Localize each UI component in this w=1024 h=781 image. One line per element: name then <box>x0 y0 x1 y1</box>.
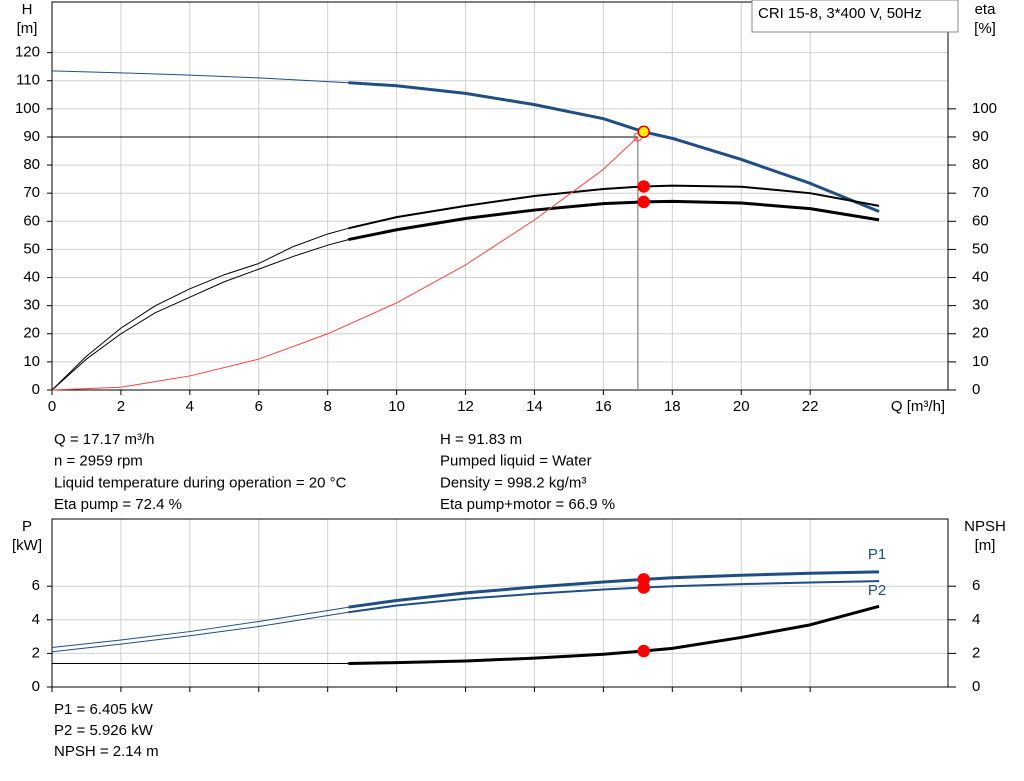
operating-point <box>637 125 650 139</box>
y2-tick-label: 70 <box>972 184 989 201</box>
curve <box>348 580 880 614</box>
y-tick-label: 40 <box>23 269 40 286</box>
y2-axis-label: [m] <box>975 537 996 554</box>
y2-tick-label: 100 <box>972 100 997 117</box>
curve <box>51 611 349 653</box>
operating-point <box>637 180 650 193</box>
curve <box>51 70 349 84</box>
x-tick-label: 8 <box>324 398 332 415</box>
y2-tick-label: 6 <box>972 577 980 594</box>
y-tick-label: 80 <box>23 156 40 173</box>
readout: H = 91.83 m <box>440 431 522 448</box>
y2-tick-label: 10 <box>972 353 989 370</box>
y-tick-label: 90 <box>23 128 40 145</box>
x-tick-label: 18 <box>664 398 681 415</box>
y-axis-label: [m] <box>17 20 38 37</box>
x-tick-label: 20 <box>733 398 750 415</box>
x-axis-label: Q [m³/h] <box>891 398 945 415</box>
x-tick-label: 0 <box>48 398 56 415</box>
y2-tick-label: 40 <box>972 269 989 286</box>
y-tick-label: 50 <box>23 240 40 257</box>
readout: Eta pump+motor = 66.9 % <box>440 496 615 513</box>
readout: Density = 998.2 kg/m³ <box>440 474 586 491</box>
curve <box>348 184 880 230</box>
series-label: P1 <box>868 546 886 563</box>
readout: NPSH = 2.14 m <box>54 743 159 760</box>
readout: Eta pump = 72.4 % <box>54 496 182 513</box>
y-tick-label: 20 <box>23 325 40 342</box>
y2-tick-label: 20 <box>972 325 989 342</box>
x-tick-label: 14 <box>526 398 543 415</box>
chart-title: CRI 15-8, 3*400 V, 50Hz <box>758 5 922 22</box>
curve <box>348 604 880 665</box>
y2-tick-label: 30 <box>972 297 989 314</box>
curve <box>51 239 349 391</box>
y-tick-label: 70 <box>23 184 40 201</box>
curve <box>348 570 880 609</box>
curve <box>348 81 880 213</box>
y2-axis-label: NPSH <box>964 518 1006 535</box>
readout: n = 2959 rpm <box>54 453 143 470</box>
y-tick-label: 110 <box>16 72 40 89</box>
y2-axis-label: eta <box>975 1 997 18</box>
readout: Liquid temperature during operation = 20… <box>54 474 347 491</box>
y2-tick-label: 60 <box>972 212 989 229</box>
x-tick-label: 12 <box>457 398 474 415</box>
y-tick-label: 30 <box>23 297 40 314</box>
y-axis-label: [kW] <box>12 537 42 554</box>
operating-point <box>637 581 650 594</box>
y-tick-label: 10 <box>23 353 40 370</box>
y2-tick-label: 0 <box>972 678 980 695</box>
y-axis-label: P <box>22 518 32 535</box>
x-tick-label: 4 <box>186 398 194 415</box>
y-tick-label: 0 <box>32 678 40 695</box>
x-tick-label: 6 <box>255 398 263 415</box>
y2-tick-label: 0 <box>972 381 980 398</box>
plot-frame <box>51 1 949 391</box>
y-tick-label: 0 <box>32 381 40 398</box>
curve <box>51 606 349 649</box>
x-tick-label: 16 <box>595 398 612 415</box>
operating-point <box>637 195 650 209</box>
y2-tick-label: 50 <box>972 240 989 257</box>
x-tick-label: 22 <box>802 398 819 415</box>
y-tick-label: 4 <box>32 611 40 628</box>
y-tick-label: 100 <box>15 100 40 117</box>
y2-tick-label: 2 <box>972 644 980 661</box>
readout: Q = 17.17 m³/h <box>54 431 154 448</box>
y2-tick-label: 80 <box>972 156 989 173</box>
readout: P2 = 5.926 kW <box>54 722 154 739</box>
readout: P1 = 6.405 kW <box>54 701 154 718</box>
y-tick-label: 60 <box>23 212 40 229</box>
plot-frame <box>51 518 949 688</box>
y2-tick-label: 90 <box>972 128 989 145</box>
x-tick-label: 2 <box>117 398 125 415</box>
y2-tick-label: 4 <box>972 611 980 628</box>
y-axis-label: H <box>22 1 33 18</box>
x-tick-label: 10 <box>388 398 405 415</box>
y-tick-label: 120 <box>15 44 40 61</box>
series-label: P2 <box>868 582 886 599</box>
operating-point <box>637 644 650 658</box>
y-tick-label: 2 <box>32 644 40 661</box>
y-tick-label: 6 <box>32 577 40 594</box>
curve <box>51 136 639 391</box>
legend-box <box>751 0 959 33</box>
readout: Pumped liquid = Water <box>440 453 592 470</box>
curve <box>51 227 349 391</box>
curve <box>348 199 880 242</box>
y2-axis-label: [%] <box>974 20 996 37</box>
